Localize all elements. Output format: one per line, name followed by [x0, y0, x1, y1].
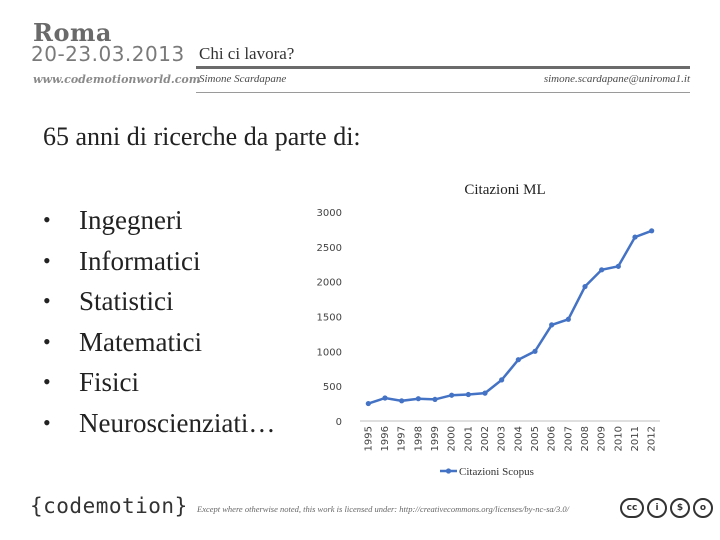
bullet-text: Statistici — [79, 286, 174, 316]
attribution-icon: i — [647, 498, 667, 518]
cc-icon: cc — [620, 498, 644, 518]
cc-license-icons: cc i $ o — [620, 498, 713, 518]
x-tick-label: 1995 — [363, 426, 374, 451]
footer-logo: {codemotion} — [30, 494, 188, 518]
y-tick-label: 2000 — [317, 278, 342, 289]
legend-marker — [445, 468, 452, 474]
sharealike-icon: o — [693, 498, 713, 518]
bullet-item: • Ingegneri — [43, 200, 275, 241]
x-tick-label: 2006 — [547, 426, 558, 451]
bullet-dot: • — [43, 369, 51, 394]
header-rule-bottom — [196, 92, 690, 93]
y-tick-label: 1000 — [317, 347, 342, 358]
data-point — [482, 390, 488, 396]
bullet-item: • Statistici — [43, 281, 275, 322]
brand-roma: Roma — [33, 18, 112, 47]
y-tick-label: 3000 — [317, 208, 342, 219]
bullet-dot: • — [43, 207, 51, 232]
page-heading: 65 anni di ricerche da parte di: — [43, 122, 361, 151]
data-point — [465, 391, 471, 398]
brand-dates: 20-23.03.2013 — [31, 42, 185, 66]
data-point — [365, 400, 371, 407]
bullet-item: • Fisici — [43, 362, 275, 403]
data-point — [382, 395, 388, 401]
y-tick-label: 2500 — [317, 243, 342, 254]
y-tick-label: 1500 — [317, 313, 342, 324]
data-point — [432, 396, 438, 403]
bullet-text: Fisici — [79, 367, 140, 397]
x-tick-label: 1998 — [413, 426, 424, 451]
x-tick-label: 2002 — [480, 426, 491, 451]
data-point — [549, 322, 555, 328]
series-line-citazioni-scopus — [367, 229, 653, 405]
bullet-item: • Matematici — [43, 322, 275, 363]
data-point — [582, 283, 588, 290]
legend-label: Citazioni Scopus — [459, 466, 534, 478]
bullet-dot: • — [43, 288, 51, 313]
bullet-text: Neuroscienziati… — [79, 407, 276, 438]
x-tick-label: 2009 — [597, 426, 608, 451]
x-tick-label: 2003 — [497, 426, 508, 451]
bullet-dot: • — [43, 247, 51, 273]
data-point — [449, 392, 455, 398]
data-point — [532, 348, 538, 354]
x-tick-label: 2011 — [630, 426, 641, 451]
x-tick-label: 2001 — [463, 426, 474, 451]
footer-license: Except where otherwise noted, this work … — [197, 504, 570, 514]
data-point — [399, 398, 405, 404]
data-point — [632, 234, 638, 240]
data-point — [515, 357, 521, 363]
x-tick-label: 2004 — [513, 426, 524, 451]
noncommercial-icon: $ — [670, 498, 690, 518]
x-tick-label: 1996 — [380, 426, 391, 451]
bullet-text: Ingegneri — [79, 205, 183, 235]
x-tick-label: 2012 — [647, 426, 658, 451]
data-point — [615, 263, 621, 269]
author-name: Simone Scardapane — [199, 73, 287, 85]
x-tick-label: 2007 — [563, 426, 574, 451]
y-tick-label: 0 — [336, 417, 342, 428]
data-point — [415, 396, 421, 402]
x-tick-label: 1999 — [430, 426, 441, 451]
bullet-item: • Neuroscienziati… — [43, 403, 275, 444]
bullet-item: • Informatici — [43, 241, 275, 282]
bullet-dot: • — [43, 409, 51, 435]
bullet-dot: • — [43, 328, 51, 354]
citations-line-chart: Citazioni ML 0 500 1000 1500 2000 2500 3000 1995… — [317, 182, 660, 478]
data-point — [565, 316, 571, 322]
brand-website: www.codemotionworld.com — [33, 73, 201, 86]
bullet-text: Matematici — [79, 326, 202, 357]
y-tick-label: 500 — [323, 382, 342, 393]
data-point — [499, 377, 505, 383]
chart-title: Citazioni ML — [464, 182, 545, 198]
data-point — [649, 228, 655, 234]
author-email: simone.scardapane@uniroma1.it — [543, 73, 690, 85]
bullet-text: Informatici — [79, 245, 201, 276]
x-tick-label: 1997 — [397, 426, 408, 451]
x-tick-label: 2010 — [613, 426, 624, 451]
data-point — [599, 267, 605, 273]
x-tick-label: 2008 — [580, 426, 591, 451]
slide-title: Chi ci lavora? — [199, 44, 295, 63]
x-tick-label: 2000 — [447, 426, 458, 451]
x-tick-label: 2005 — [530, 426, 541, 451]
bullet-list: • Ingegneri • Informatici • Statistici • Mat… — [43, 200, 275, 443]
header-rule-top — [196, 66, 690, 69]
